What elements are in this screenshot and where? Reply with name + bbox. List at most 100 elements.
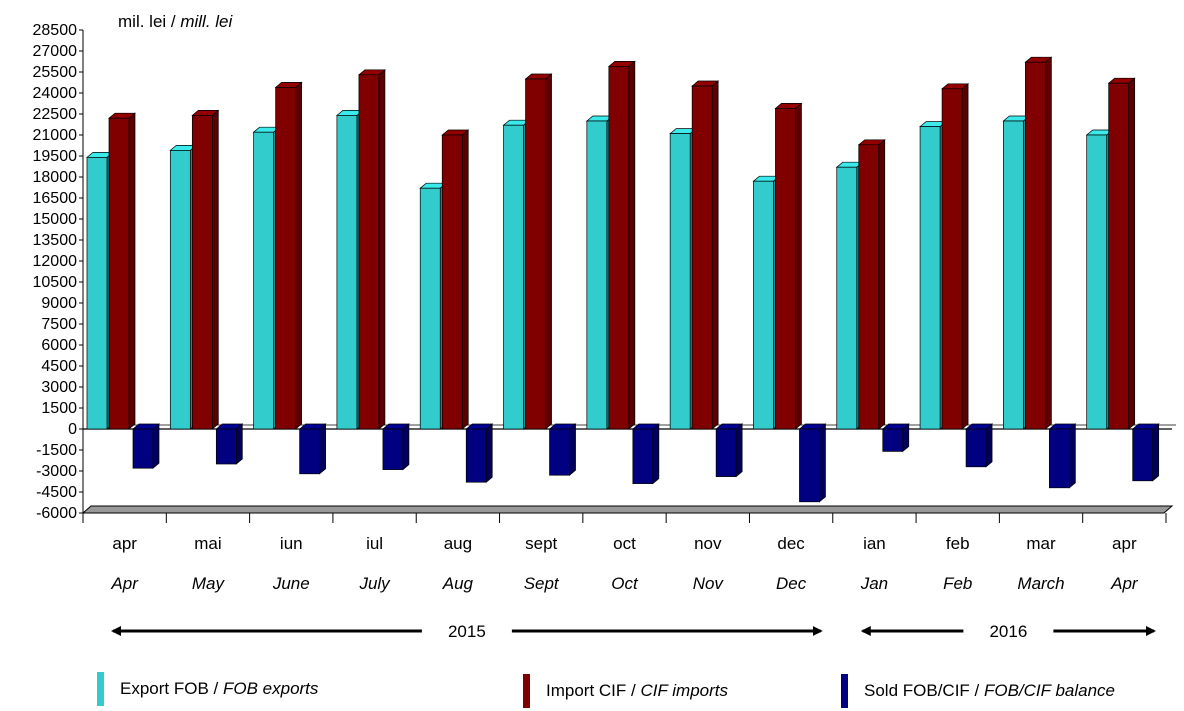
bar: [715, 423, 744, 478]
y-tick-label: 16500: [33, 190, 78, 207]
bar: [298, 423, 327, 475]
bar-front: [299, 428, 320, 475]
category-label-en: Jan: [860, 574, 888, 593]
bar-front: [132, 428, 154, 469]
bar-front: [632, 428, 654, 484]
bar-front: [525, 78, 546, 430]
bar-front: [1049, 428, 1070, 489]
bar-side: [961, 83, 969, 430]
category-label-en: May: [192, 574, 226, 593]
bar: [691, 80, 720, 430]
category-label-en: Feb: [943, 574, 972, 593]
bar: [548, 423, 577, 476]
y-tick-label: 28500: [33, 22, 78, 39]
y-tick-label: 0: [68, 421, 77, 438]
bar-front: [86, 157, 108, 430]
year-label: 2016: [989, 622, 1027, 641]
category-label-ro: feb: [946, 534, 970, 553]
category-label-ro: oct: [613, 534, 636, 553]
bar-front: [215, 428, 237, 465]
y-tick-label: 21000: [33, 127, 78, 144]
bar-front: [336, 115, 358, 430]
bar: [191, 109, 220, 430]
category-label-ro: iun: [280, 534, 303, 553]
bar-side: [569, 423, 576, 476]
bar: [215, 423, 244, 465]
bar-side: [211, 109, 219, 430]
year-label: 2015: [448, 622, 486, 641]
bar-front: [1003, 120, 1024, 430]
bar: [441, 129, 470, 430]
category-label-en: Sept: [524, 574, 560, 593]
bar-front: [441, 134, 463, 430]
category-label-ro: dec: [777, 534, 805, 553]
year-arrows: 2015 2016: [111, 622, 1156, 641]
bar-front: [965, 428, 987, 468]
bar-front: [419, 187, 441, 430]
category-label-en: Aug: [442, 574, 474, 593]
bar-side: [735, 423, 743, 478]
bar-front: [941, 88, 963, 430]
bar-front: [753, 180, 774, 430]
bar-side: [711, 80, 719, 430]
y-tick-label: 4500: [41, 358, 77, 375]
category-label-en: Dec: [776, 574, 807, 593]
category-label-ro: iul: [366, 534, 383, 553]
bar-front: [108, 117, 130, 430]
bar-side: [402, 423, 410, 471]
legend-swatch-export: [97, 672, 104, 706]
bar: [357, 69, 386, 430]
bar-side: [628, 60, 636, 430]
bar-front: [882, 428, 904, 452]
legend-label-export: Export FOB / FOB exports: [120, 679, 319, 698]
y-tick-label: -6000: [36, 505, 77, 522]
bar-side: [461, 129, 469, 430]
y-tick-label: -3000: [36, 463, 77, 480]
category-label-ro: mai: [194, 534, 221, 553]
bar-side: [235, 423, 243, 465]
bar: [857, 139, 886, 430]
y-tick-labels: -6000 -4500 -3000 -1500 0 1500 3000 4500 6000 750…: [33, 22, 83, 522]
y-tick-label: 13500: [33, 232, 78, 249]
legend-label-balance: Sold FOB/CIF / FOB/CIF balance: [864, 681, 1116, 700]
bar-side: [795, 102, 802, 430]
bar-front: [1025, 61, 1046, 430]
category-label-en: March: [1017, 574, 1064, 593]
bar-side: [1128, 77, 1136, 430]
bar-front: [691, 85, 713, 430]
bar: [798, 423, 827, 503]
chart-floor: [81, 505, 1174, 514]
category-label-ro: sept: [525, 534, 557, 553]
bar: [881, 423, 910, 453]
category-label-en: Apr: [110, 574, 139, 593]
bar-front: [503, 124, 524, 430]
y-tick-label: 22500: [33, 106, 78, 123]
category-labels: apr Apr mai May iun June iul July aug Aug sept Sept…: [82, 513, 1167, 593]
bar-side: [1152, 423, 1160, 482]
bar-front: [715, 428, 737, 477]
bar-front: [586, 120, 608, 430]
bar-front: [836, 166, 858, 430]
legend-label-import: Import CIF / CIF imports: [546, 681, 729, 700]
bars: [86, 56, 1160, 503]
bar-side: [1045, 56, 1052, 430]
bar: [607, 60, 636, 430]
category-label-ro: mar: [1026, 534, 1056, 553]
category-label-ro: aug: [444, 534, 472, 553]
bar: [524, 73, 553, 430]
bar-front: [465, 428, 487, 483]
bar: [1048, 423, 1077, 489]
category-label-en: Apr: [1110, 574, 1139, 593]
bar-side: [152, 423, 160, 469]
category-label-en: Oct: [611, 574, 639, 593]
bar-front: [382, 428, 404, 470]
category-label-en: July: [358, 574, 391, 593]
bar-front: [608, 66, 630, 430]
bar: [1131, 423, 1160, 482]
category-label-ro: apr: [112, 534, 137, 553]
bar-side: [652, 423, 660, 485]
category-label-ro: nov: [694, 534, 722, 553]
bar-side: [545, 73, 552, 430]
y-tick-label: 6000: [41, 337, 77, 354]
